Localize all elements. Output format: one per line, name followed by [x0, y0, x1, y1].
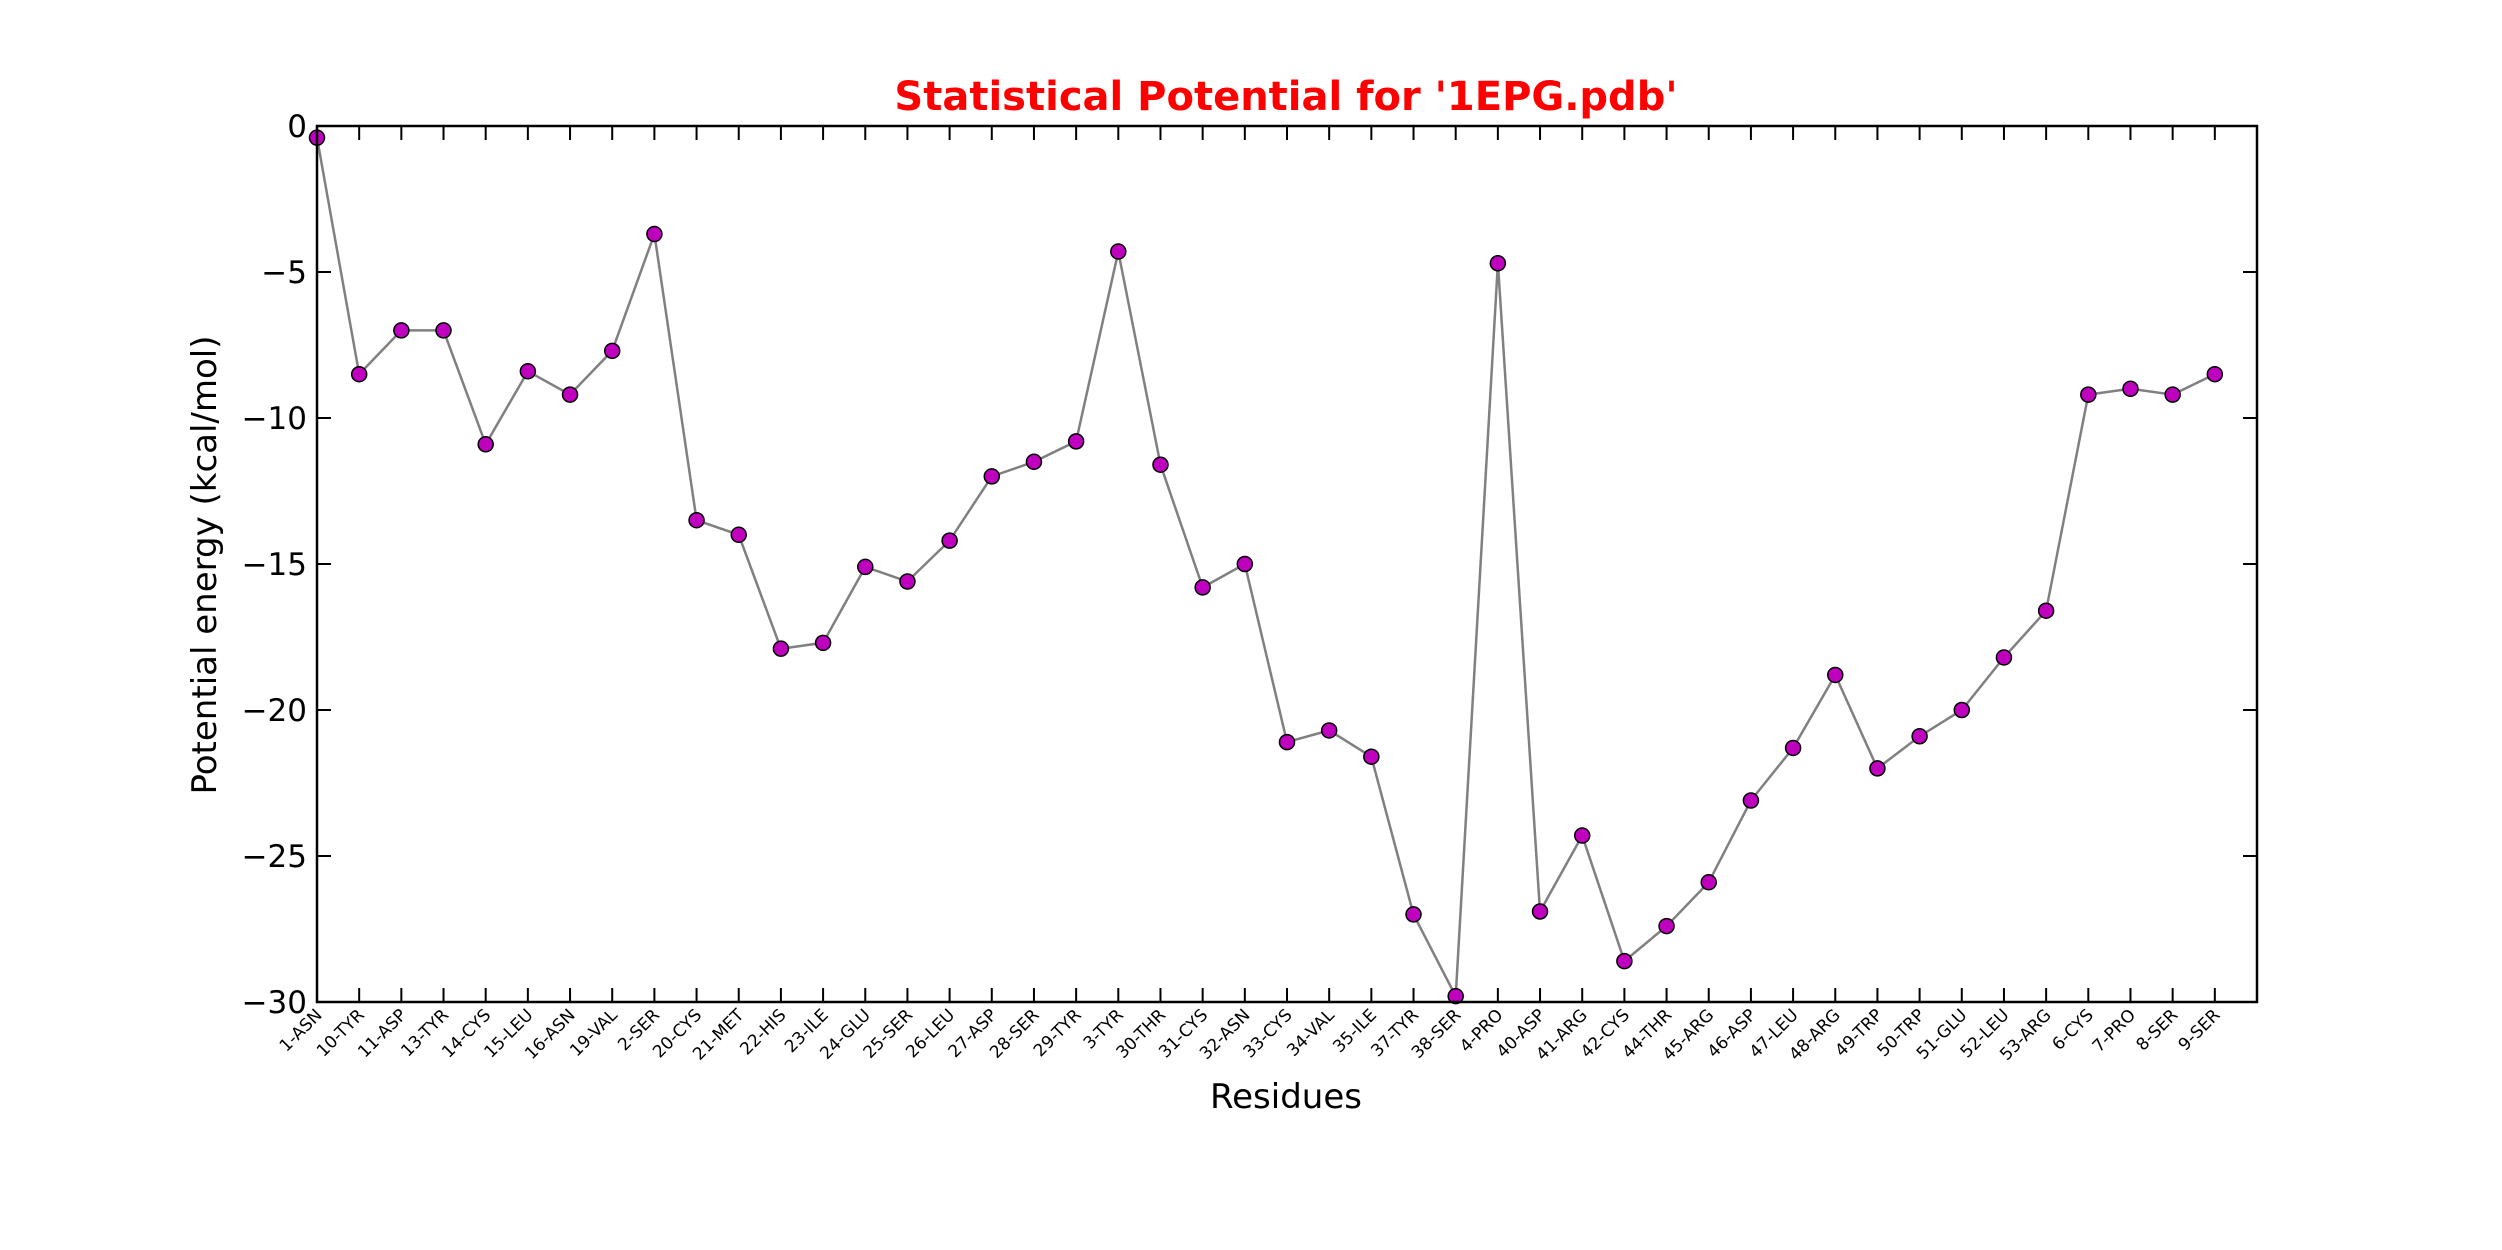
- data-point: [2164, 386, 2181, 403]
- data-point: [393, 322, 410, 339]
- data-point: [1110, 243, 1127, 260]
- data-point: [1995, 649, 2013, 666]
- data-point: [1320, 722, 1338, 739]
- y-tick-label: −20: [242, 693, 307, 729]
- data-point: [1405, 906, 1422, 923]
- data-point: [435, 322, 452, 339]
- data-point: [2122, 380, 2139, 398]
- data-point: [1152, 456, 1169, 473]
- x-axis-ticks: 1-ASN10-TYR11-ASP13-TYR14-CYS15-LEU16-AS…: [276, 126, 2225, 1065]
- series-line: [315, 137, 2216, 1001]
- data-point: [1489, 254, 1507, 272]
- plot-frame: [315, 124, 2259, 1004]
- data-point: [2080, 386, 2097, 403]
- chart-title: Statistical Potential for '1EPG.pdb': [894, 74, 1677, 120]
- data-point: [1025, 453, 1043, 471]
- data-point: [899, 573, 916, 590]
- data-point: [1869, 760, 1886, 777]
- data-point: [477, 436, 494, 453]
- y-tick-label: −5: [261, 255, 307, 291]
- data-point: [561, 386, 579, 403]
- x-tick-label: 8-SER: [2132, 1005, 2182, 1055]
- data-point: [2206, 365, 2224, 383]
- data-point: [1278, 733, 1296, 751]
- data-point: [1573, 827, 1591, 844]
- data-point: [1742, 792, 1760, 809]
- x-tick-label: 29-TYR: [1030, 1005, 1086, 1061]
- data-point: [350, 365, 368, 383]
- data-point: [1236, 555, 1254, 573]
- y-tick-label: 0: [287, 109, 307, 145]
- x-tick-label: 34-VAL: [1283, 1005, 1339, 1061]
- x-tick-label: 9-SER: [2175, 1005, 2225, 1055]
- data-point: [772, 640, 790, 657]
- data-point: [1194, 579, 1211, 596]
- x-tick-label: 22-HIS: [736, 1005, 790, 1059]
- data-point: [857, 558, 874, 576]
- data-point: [519, 363, 537, 380]
- x-tick-label: 6-CYS: [2049, 1005, 2098, 1054]
- data-point: [1784, 739, 1802, 757]
- y-tick-label: −10: [242, 401, 307, 437]
- data-point: [1531, 903, 1549, 920]
- data-series: [308, 129, 2224, 1005]
- y-tick-label: −30: [242, 985, 307, 1021]
- data-point: [1363, 748, 1380, 765]
- data-point: [941, 532, 958, 549]
- data-point: [1658, 917, 1675, 935]
- data-point: [1067, 433, 1085, 450]
- x-tick-label: 7-PRO: [2089, 1005, 2140, 1056]
- data-point: [1447, 987, 1464, 1005]
- data-point: [646, 225, 663, 243]
- data-point: [2037, 602, 2055, 619]
- data-point: [1616, 952, 1633, 970]
- data-point: [814, 634, 832, 652]
- y-tick-label: −25: [242, 839, 307, 875]
- data-point: [688, 511, 705, 529]
- data-point: [603, 342, 621, 360]
- data-point: [1911, 728, 1928, 745]
- data-point: [1827, 666, 1844, 684]
- data-point: [1953, 701, 1971, 719]
- data-point: [1700, 874, 1717, 891]
- x-tick-label: 19-VAL: [566, 1005, 622, 1061]
- y-axis-ticks: 0 −5 −10 −15 −20 −25 −30: [242, 109, 2257, 1021]
- data-point: [983, 468, 1001, 485]
- x-axis-label: Residues: [1210, 1077, 1362, 1117]
- y-tick-label: −15: [242, 547, 307, 583]
- y-axis-label: Potential energy (kcal/mol): [185, 335, 225, 794]
- data-point: [730, 526, 747, 544]
